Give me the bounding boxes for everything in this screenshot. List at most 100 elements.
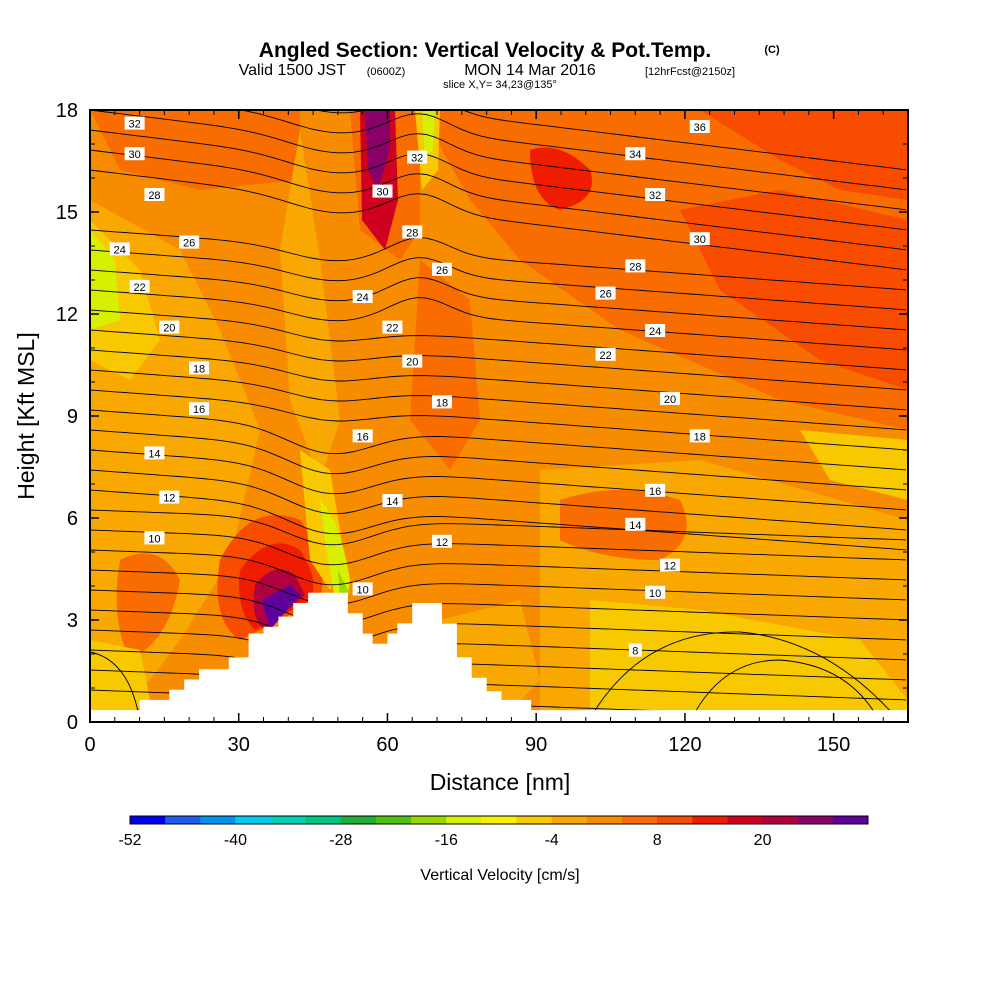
y-tick-label: 3 [67, 610, 78, 632]
colorbar-tick-label: 8 [653, 832, 662, 849]
colorbar-tick-label: -28 [329, 832, 352, 849]
field-region [262, 585, 300, 630]
contour-label-text: 16 [649, 486, 661, 498]
theta-contour-label: 14 [625, 517, 646, 532]
contour-label-bg [109, 242, 130, 256]
contour-label-bg [352, 582, 373, 596]
contour-label-bg [660, 558, 681, 572]
contour-label-text: 14 [386, 496, 398, 508]
contour-label-text: 22 [386, 323, 398, 335]
theta-contour-line [90, 389, 907, 451]
title-unit: (C) [764, 44, 780, 56]
contour-label-text: 12 [664, 561, 676, 573]
field-region [680, 190, 908, 390]
theta-contour-label: 32 [407, 150, 428, 165]
contour-label-bg [595, 347, 616, 361]
contour-label-bg [124, 147, 145, 161]
contour-label-bg [352, 429, 373, 443]
x-tick-label: 0 [84, 734, 95, 756]
theta-contour-label: 36 [689, 120, 710, 134]
contour-label-text: 10 [148, 533, 160, 545]
contour-label-text: 20 [664, 394, 676, 406]
title-date: MON 14 Mar 2016 [464, 62, 596, 79]
theta-contour-label: 22 [129, 279, 150, 294]
contour-label-text: 28 [629, 261, 641, 273]
theta-contour-line [90, 589, 907, 626]
contour-label-bg [625, 517, 646, 531]
theta-contour-label: 24 [109, 242, 130, 256]
theta-contour-label: 30 [124, 147, 145, 161]
field-region [116, 553, 180, 660]
contour-label-text: 18 [694, 431, 706, 443]
theta-contour-line [90, 509, 907, 546]
x-axis: 0 30 60 90 120 150 [84, 110, 884, 756]
title-utc: (0600Z) [367, 66, 406, 78]
contour-label-text: 18 [436, 397, 448, 409]
y-tick-label: 9 [67, 406, 78, 428]
contour-label-bg [189, 402, 210, 416]
colorbar-swatch [551, 816, 588, 824]
theta-contour-label: 10 [144, 531, 165, 545]
theta-contour-label: 18 [189, 361, 210, 375]
contour-label-bg [645, 188, 666, 201]
colorbar-swatch [586, 816, 623, 824]
theta-contour-line [90, 269, 907, 331]
theta-contour-label: 8 [628, 643, 642, 658]
field-region [365, 110, 390, 190]
theta-contour-line [90, 569, 907, 606]
theta-contour-line [90, 369, 907, 431]
theta-contour-labels: 32 30 28 24 26 22 20 18 16 14 12 10 30 32 28 26 24 22 20 18… [109, 116, 710, 658]
theta-contour-label: 18 [431, 395, 452, 409]
theta-contour-line [90, 469, 907, 531]
contour-label-bg [689, 429, 710, 443]
contour-label-text: 14 [629, 520, 641, 532]
contour-label-bg [431, 395, 452, 409]
field-region [90, 230, 120, 330]
contour-label-text: 28 [148, 190, 160, 202]
theta-contour-label: 20 [402, 354, 423, 369]
field-region [560, 490, 687, 560]
contour-label-bg [407, 150, 428, 164]
contour-label-bg [144, 188, 165, 201]
colorbar-tick-label: -40 [224, 832, 247, 849]
contour-label-text: 24 [114, 244, 126, 256]
theta-contour-label: 24 [352, 290, 373, 304]
contour-label-bg [144, 446, 165, 460]
title-forecast: [12hrFcst@2150z] [645, 66, 735, 78]
contour-label-text: 8 [632, 646, 638, 658]
title-valid: Valid 1500 JST [239, 62, 347, 79]
theta-contour-label: 24 [645, 324, 666, 338]
contour-label-text: 12 [163, 493, 175, 505]
colorbar-swatch [832, 816, 869, 824]
field-region [700, 110, 908, 200]
terrain-mask [90, 592, 908, 723]
y-axis-label: Height [Kft MSL] [13, 332, 39, 499]
x-tick-label: 60 [376, 734, 398, 756]
theta-contour-label: 12 [431, 534, 452, 549]
contour-label-bg [159, 490, 180, 504]
theta-contour-line [90, 489, 907, 551]
contour-label-text: 32 [649, 190, 661, 202]
theta-contour-line [90, 629, 907, 666]
theta-contour-label: 34 [625, 147, 646, 161]
colorbar-swatch [481, 816, 518, 824]
theta-contour-label: 12 [159, 490, 180, 505]
contour-label-bg [402, 225, 423, 239]
theta-contour-line [90, 169, 907, 271]
theta-contour-label: 26 [179, 235, 200, 250]
theta-contour-label: 20 [660, 392, 681, 406]
colorbar-label: Vertical Velocity [cm/s] [420, 867, 579, 884]
theta-contour-line [90, 229, 907, 291]
theta-contour-label: 32 [645, 188, 666, 202]
contour-label-text: 22 [133, 282, 145, 294]
contour-label-text: 34 [629, 149, 641, 161]
field-region [90, 110, 300, 190]
contour-label-text: 16 [193, 404, 205, 416]
contour-label-bg [645, 585, 666, 599]
theta-contour-label: 10 [645, 585, 666, 600]
x-tick-label: 120 [668, 734, 701, 756]
contour-label-text: 26 [183, 238, 195, 250]
theta-contour-line [90, 609, 907, 646]
